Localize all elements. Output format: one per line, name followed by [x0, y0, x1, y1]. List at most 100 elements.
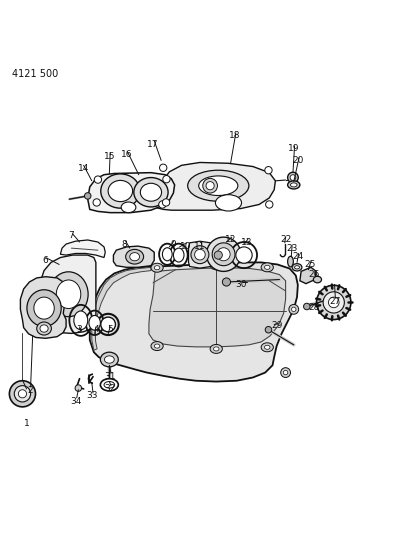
Text: 11: 11 [194, 243, 206, 252]
Ellipse shape [40, 325, 48, 332]
Ellipse shape [328, 297, 339, 308]
Polygon shape [188, 241, 212, 268]
Ellipse shape [195, 249, 205, 260]
Ellipse shape [288, 181, 300, 189]
Ellipse shape [9, 381, 35, 407]
Ellipse shape [317, 285, 351, 320]
Ellipse shape [159, 201, 166, 208]
Ellipse shape [34, 297, 54, 319]
Text: 29: 29 [272, 321, 283, 330]
Ellipse shape [292, 264, 302, 271]
Ellipse shape [154, 266, 160, 270]
Ellipse shape [162, 248, 172, 261]
Polygon shape [88, 173, 175, 213]
Text: 24: 24 [292, 252, 304, 261]
Ellipse shape [323, 292, 344, 313]
Text: 28: 28 [308, 303, 320, 312]
Ellipse shape [284, 370, 288, 375]
Text: 23: 23 [286, 244, 297, 253]
Ellipse shape [217, 248, 230, 261]
Ellipse shape [37, 322, 51, 335]
Ellipse shape [264, 265, 270, 269]
Text: 33: 33 [86, 391, 98, 400]
Ellipse shape [213, 347, 219, 351]
Ellipse shape [206, 182, 214, 190]
Ellipse shape [84, 192, 91, 199]
Ellipse shape [212, 243, 235, 265]
Ellipse shape [236, 247, 252, 263]
Ellipse shape [104, 382, 115, 388]
Text: 20: 20 [292, 156, 304, 165]
Text: 9: 9 [171, 239, 176, 248]
Ellipse shape [163, 175, 170, 183]
Ellipse shape [56, 280, 81, 309]
Ellipse shape [290, 175, 296, 180]
Ellipse shape [264, 345, 270, 349]
Polygon shape [92, 268, 151, 350]
Text: 4121 500: 4121 500 [12, 69, 58, 79]
Ellipse shape [266, 201, 273, 208]
Polygon shape [20, 277, 66, 338]
Text: 3: 3 [77, 325, 82, 334]
Text: 15: 15 [104, 152, 116, 161]
Ellipse shape [304, 303, 310, 310]
Ellipse shape [100, 352, 118, 367]
Ellipse shape [104, 356, 114, 363]
Ellipse shape [213, 263, 219, 267]
Ellipse shape [130, 253, 140, 261]
Text: 10: 10 [180, 241, 191, 251]
Ellipse shape [162, 199, 170, 206]
Text: 27: 27 [329, 297, 340, 306]
Ellipse shape [14, 386, 31, 402]
Ellipse shape [121, 202, 136, 213]
Ellipse shape [188, 170, 249, 201]
Ellipse shape [206, 237, 241, 271]
Ellipse shape [210, 261, 222, 270]
Ellipse shape [94, 176, 102, 183]
Ellipse shape [126, 249, 144, 264]
Ellipse shape [289, 304, 299, 314]
Ellipse shape [18, 390, 27, 398]
Text: 13: 13 [241, 238, 253, 247]
Text: 4: 4 [93, 325, 99, 334]
Ellipse shape [214, 251, 222, 259]
Text: 18: 18 [229, 132, 240, 140]
Text: 22: 22 [280, 236, 291, 245]
Ellipse shape [74, 311, 88, 330]
Ellipse shape [265, 166, 272, 174]
Polygon shape [90, 262, 298, 382]
Text: 5: 5 [107, 325, 113, 334]
Text: 1: 1 [24, 419, 29, 428]
Text: 34: 34 [70, 397, 81, 406]
Ellipse shape [313, 276, 322, 283]
Ellipse shape [134, 177, 168, 207]
Ellipse shape [173, 248, 184, 262]
Ellipse shape [27, 290, 61, 327]
Text: 17: 17 [147, 140, 159, 149]
Text: 6: 6 [42, 256, 48, 265]
Ellipse shape [151, 342, 163, 351]
Ellipse shape [210, 344, 222, 353]
Text: 2: 2 [28, 386, 33, 395]
Ellipse shape [261, 343, 273, 352]
Ellipse shape [288, 172, 298, 183]
Polygon shape [60, 240, 105, 257]
Ellipse shape [75, 385, 82, 391]
Text: 26: 26 [308, 270, 320, 279]
Ellipse shape [292, 307, 296, 312]
Ellipse shape [101, 317, 115, 332]
Ellipse shape [261, 263, 273, 272]
Ellipse shape [49, 272, 88, 317]
Polygon shape [39, 255, 96, 334]
Ellipse shape [290, 183, 297, 187]
Ellipse shape [199, 176, 238, 196]
Text: 31: 31 [104, 372, 116, 381]
Ellipse shape [151, 263, 163, 272]
Polygon shape [113, 246, 154, 268]
Ellipse shape [215, 195, 242, 211]
Polygon shape [149, 268, 286, 347]
Text: 12: 12 [225, 236, 236, 245]
Text: 16: 16 [121, 150, 132, 159]
Ellipse shape [101, 174, 140, 208]
Text: 14: 14 [78, 164, 89, 173]
